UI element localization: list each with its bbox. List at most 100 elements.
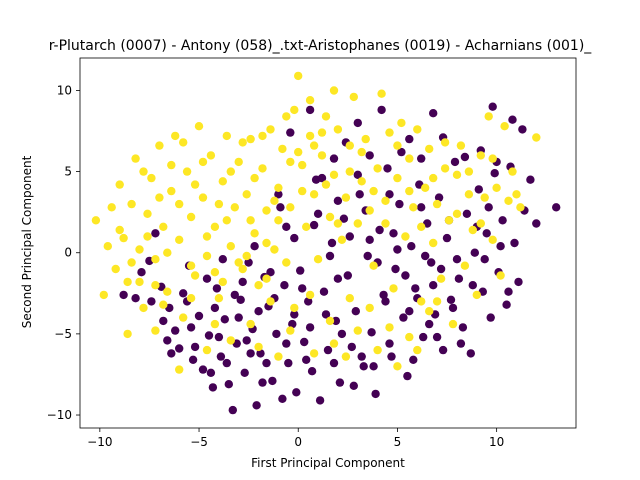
scatter-point-series-1-167 bbox=[464, 167, 474, 176]
scatter-point-series-1-144 bbox=[190, 180, 200, 189]
scatter-point-series-0-183 bbox=[186, 323, 196, 332]
scatter-point-series-0-72 bbox=[434, 193, 444, 202]
scatter-point-series-0-188 bbox=[258, 378, 267, 387]
x-axis-label: First Principal Component bbox=[251, 456, 405, 470]
scatter-point-series-0-34 bbox=[284, 358, 293, 368]
scatter-point-series-0-61 bbox=[391, 264, 400, 274]
x-tick-label-2: 0 bbox=[294, 435, 302, 449]
scatter-point-series-1-52 bbox=[302, 222, 311, 231]
scatter-point-series-0-48 bbox=[339, 214, 349, 223]
scatter-point-series-0-89 bbox=[502, 300, 511, 309]
scatter-point-series-0-124 bbox=[401, 271, 410, 280]
scatter-point-series-1-28 bbox=[206, 151, 216, 160]
scatter-point-series-1-88 bbox=[444, 216, 454, 225]
scatter-point-series-1-125 bbox=[210, 319, 220, 329]
scatter-point-series-1-143 bbox=[179, 138, 188, 147]
scatter-point-series-0-2 bbox=[137, 268, 146, 277]
scatter-point-series-0-32 bbox=[276, 203, 285, 212]
scatter-point-series-1-35 bbox=[234, 157, 243, 167]
scatter-point-series-1-116 bbox=[345, 294, 354, 303]
scatter-point-series-1-77 bbox=[401, 232, 410, 241]
scatter-point-series-0-145 bbox=[254, 307, 263, 316]
scatter-point-series-0-154 bbox=[432, 332, 442, 342]
scatter-point-series-0-174 bbox=[417, 203, 426, 212]
scatter-point-series-0-114 bbox=[286, 128, 295, 137]
scatter-point-series-1-134 bbox=[393, 362, 402, 371]
scatter-point-series-1-111 bbox=[246, 319, 255, 329]
scatter-point-series-0-78 bbox=[458, 323, 468, 332]
scatter-point-series-1-188 bbox=[329, 86, 339, 95]
scatter-point-series-0-107 bbox=[417, 154, 426, 163]
scatter-point-series-0-86 bbox=[490, 169, 499, 178]
scatter-point-series-1-152 bbox=[286, 157, 295, 167]
scatter-point-series-1-171 bbox=[127, 258, 136, 267]
scatter-point-series-1-12 bbox=[143, 209, 152, 218]
scatter-point-series-0-167 bbox=[381, 297, 390, 306]
scatter-point-series-0-24 bbox=[244, 258, 253, 267]
scatter-point-series-0-36 bbox=[292, 388, 301, 397]
scatter-point-series-0-180 bbox=[250, 242, 259, 251]
scatter-point-series-1-10 bbox=[135, 245, 144, 254]
scatter-point-series-1-0 bbox=[91, 216, 101, 225]
scatter-point-series-0-51 bbox=[351, 307, 360, 316]
scatter-point-series-0-172 bbox=[484, 203, 493, 212]
scatter-point-series-0-129 bbox=[456, 339, 466, 348]
scatter-point-series-1-24 bbox=[190, 271, 200, 280]
x-tick-label-3: 5 bbox=[394, 435, 402, 449]
scatter-point-series-1-90 bbox=[452, 170, 462, 179]
scatter-point-series-1-13 bbox=[147, 173, 156, 183]
scatter-point-series-1-97 bbox=[480, 193, 489, 202]
scatter-point-series-0-184 bbox=[163, 336, 172, 345]
scatter-point-series-1-71 bbox=[377, 89, 386, 98]
scatter-point-series-0-102 bbox=[405, 134, 414, 144]
scatter-point-series-1-141 bbox=[155, 193, 164, 202]
scatter-point-series-1-57 bbox=[321, 112, 331, 121]
scatter-point-series-0-30 bbox=[268, 376, 277, 386]
scatter-point-series-1-85 bbox=[432, 199, 442, 209]
scatter-point-series-1-82 bbox=[421, 183, 430, 192]
scatter-point-series-0-26 bbox=[252, 401, 261, 410]
scatter-point-series-1-41 bbox=[258, 164, 267, 173]
scatter-point-series-1-14 bbox=[151, 255, 160, 264]
scatter-point-series-1-47 bbox=[282, 258, 291, 267]
scatter-point-series-0-77 bbox=[454, 274, 464, 283]
scatter-point-series-1-56 bbox=[317, 151, 327, 160]
scatter-point-series-0-81 bbox=[470, 248, 479, 257]
scatter-point-series-1-53 bbox=[305, 131, 315, 141]
scatter-point-series-0-169 bbox=[429, 281, 438, 290]
scatter-point-series-0-112 bbox=[329, 154, 339, 163]
scatter-point-series-1-29 bbox=[210, 222, 220, 231]
scatter-point-series-1-105 bbox=[512, 190, 521, 199]
scatter-point-series-1-101 bbox=[496, 271, 505, 280]
scatter-point-series-1-174 bbox=[163, 248, 172, 257]
scatter-point-series-0-20 bbox=[228, 405, 237, 415]
scatter-point-series-0-105 bbox=[365, 151, 374, 160]
y-tick-label-4: 10 bbox=[57, 83, 72, 97]
scatter-point-series-1-93 bbox=[464, 190, 474, 199]
scatter-point-series-1-168 bbox=[476, 219, 485, 228]
scatter-point-series-1-31 bbox=[218, 177, 227, 186]
scatter-point-series-1-55 bbox=[313, 255, 323, 264]
scatter-point-series-1-42 bbox=[262, 206, 271, 215]
scatter-point-series-0-96 bbox=[552, 203, 561, 212]
scatter-point-series-0-136 bbox=[321, 310, 331, 319]
scatter-point-series-1-107 bbox=[532, 133, 541, 142]
scatter-point-series-0-49 bbox=[343, 271, 352, 280]
scatter-point-series-0-85 bbox=[486, 313, 495, 322]
scatter-point-series-1-39 bbox=[250, 229, 259, 238]
scatter-point-series-1-159 bbox=[369, 186, 378, 196]
scatter-point-series-1-128 bbox=[262, 274, 271, 283]
scatter-point-series-1-183 bbox=[270, 196, 279, 205]
scatter-point-series-0-4 bbox=[151, 229, 160, 238]
scatter-point-series-1-108 bbox=[175, 365, 184, 374]
scatter-point-series-1-186 bbox=[305, 96, 315, 105]
scatter-point-series-0-1 bbox=[131, 294, 140, 303]
scatter-point-series-0-123 bbox=[389, 229, 398, 238]
scatter-point-series-0-92 bbox=[514, 277, 523, 287]
scatter-point-series-0-57 bbox=[375, 225, 384, 235]
scatter-point-series-1-166 bbox=[452, 209, 462, 218]
scatter-point-series-0-186 bbox=[234, 313, 243, 322]
scatter-point-series-0-113 bbox=[305, 105, 315, 115]
scatter-point-series-0-106 bbox=[397, 147, 406, 157]
scatter-point-series-0-43 bbox=[319, 287, 329, 296]
